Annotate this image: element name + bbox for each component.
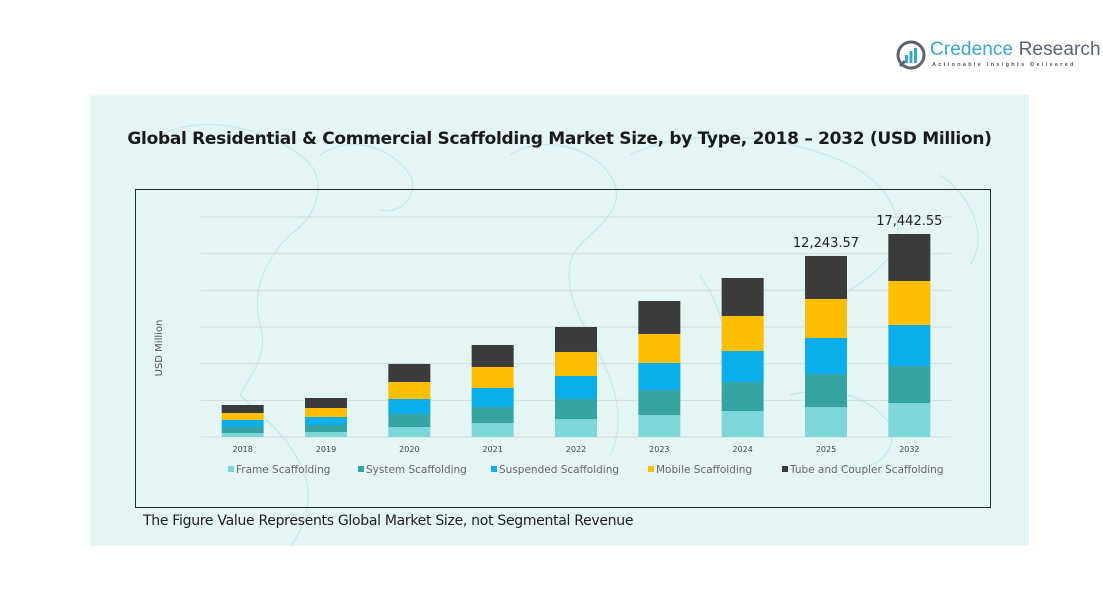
- bar-segment-frame-scaffolding-2021: [471, 422, 514, 437]
- brand-name-part2: Research: [1018, 39, 1101, 60]
- bar-segment-suspended-scaffolding-2024: [721, 350, 764, 382]
- chart-frame: 2018 2019 2020 2021 2022 2023 2024 2025 2032 12,…: [135, 189, 991, 508]
- legend-swatch: [648, 466, 654, 472]
- legend-item: System Scaffolding: [358, 464, 467, 476]
- bar-segment-suspended-scaffolding-2023: [638, 362, 681, 390]
- logo-chart-icon: [896, 40, 926, 70]
- footnote: The Figure Value Represents Global Marke…: [143, 513, 634, 529]
- bar-segment-suspended-scaffolding-2032: [888, 324, 931, 366]
- bar-segment-mobile-scaffolding-2020: [388, 381, 431, 399]
- bar-segment-frame-scaffolding-2022: [555, 418, 597, 437]
- x-tick-label: 2032: [899, 445, 919, 454]
- bar-segment-system-scaffolding-2025: [805, 373, 847, 407]
- bar-segment-suspended-scaffolding-2020: [388, 398, 431, 414]
- bar-segment-frame-scaffolding-2025: [805, 406, 847, 437]
- total-value-label: 17,442.55: [876, 214, 942, 229]
- chart-title: Global Residential & Commercial Scaffold…: [127, 129, 992, 149]
- bar-segment-mobile-scaffolding-2019: [305, 408, 347, 418]
- total-value-label: 12,243.57: [793, 236, 859, 251]
- legend-label: Tube and Coupler Scaffolding: [789, 464, 944, 476]
- x-tick-label: 2018: [232, 445, 252, 454]
- bar-segment-tube-and-coupler-scaffolding-2022: [555, 326, 597, 352]
- legend-item: Suspended Scaffolding: [491, 464, 619, 476]
- bar-segment-frame-scaffolding-2032: [888, 402, 931, 437]
- bar-segment-tube-and-coupler-scaffolding-2018: [221, 405, 264, 413]
- bar-segment-system-scaffolding-2024: [721, 381, 764, 411]
- chart-panel: Global Residential & Commercial Scaffold…: [90, 95, 1029, 546]
- legend-label: Mobile Scaffolding: [656, 464, 752, 476]
- brand-name-part1: Credence: [930, 39, 1014, 60]
- bar-segment-mobile-scaffolding-2024: [721, 315, 764, 351]
- x-tick-label: 2021: [482, 445, 502, 454]
- bar-segment-mobile-scaffolding-2021: [471, 366, 514, 388]
- bar-segment-system-scaffolding-2020: [388, 413, 431, 428]
- x-tick-label: 2019: [316, 445, 336, 454]
- bar-segment-frame-scaffolding-2018: [221, 432, 264, 437]
- bar-segment-tube-and-coupler-scaffolding-2032: [888, 233, 931, 281]
- bar-segment-mobile-scaffolding-2022: [555, 351, 597, 376]
- bar-segment-system-scaffolding-2021: [471, 406, 514, 423]
- bar-segment-tube-and-coupler-scaffolding-2023: [638, 300, 681, 334]
- legend-label: Suspended Scaffolding: [499, 464, 619, 476]
- bar-segment-system-scaffolding-2023: [638, 389, 681, 415]
- bar-segment-system-scaffolding-2022: [555, 398, 597, 419]
- legend-label: Frame Scaffolding: [236, 464, 330, 476]
- bar-segment-tube-and-coupler-scaffolding-2024: [721, 277, 764, 316]
- bar-segment-mobile-scaffolding-2018: [221, 412, 264, 420]
- bar-segment-mobile-scaffolding-2025: [805, 298, 847, 338]
- bar-segment-frame-scaffolding-2019: [305, 431, 347, 437]
- bar-segment-frame-scaffolding-2020: [388, 427, 431, 437]
- x-tick-label: 2022: [566, 445, 586, 454]
- bar-segment-system-scaffolding-2018: [221, 426, 264, 433]
- brand-logo: Credence Research Actionable Insights De…: [896, 38, 1101, 74]
- legend-swatch: [358, 466, 364, 472]
- legend-swatch: [228, 466, 234, 472]
- legend-swatch: [782, 466, 788, 472]
- bar-segment-suspended-scaffolding-2025: [805, 337, 847, 374]
- brand-tagline: Actionable Insights Delivered: [932, 62, 1076, 68]
- stacked-bar-chart: 2018 2019 2020 2021 2022 2023 2024 2025 2032 12,…: [154, 214, 951, 476]
- legend-item: Frame Scaffolding: [228, 464, 330, 476]
- bar-segment-suspended-scaffolding-2019: [305, 417, 347, 425]
- brand-name: Credence Research: [930, 39, 1101, 61]
- legend-swatch: [491, 466, 497, 472]
- bar-segment-tube-and-coupler-scaffolding-2019: [305, 398, 347, 409]
- x-tick-label: 2020: [399, 445, 419, 454]
- x-tick-label: 2025: [816, 445, 836, 454]
- bar-segment-tube-and-coupler-scaffolding-2020: [388, 363, 431, 382]
- bar-segment-suspended-scaffolding-2022: [555, 375, 597, 399]
- bar-segment-frame-scaffolding-2024: [721, 410, 764, 437]
- bar-segment-system-scaffolding-2019: [305, 424, 347, 432]
- bar-segment-tube-and-coupler-scaffolding-2021: [471, 344, 514, 367]
- bar-segment-frame-scaffolding-2023: [638, 415, 681, 437]
- bar-segment-mobile-scaffolding-2032: [888, 280, 931, 325]
- legend-item: Tube and Coupler Scaffolding: [782, 464, 944, 476]
- bar-segment-suspended-scaffolding-2021: [471, 387, 514, 407]
- bar-segment-tube-and-coupler-scaffolding-2025: [805, 255, 847, 299]
- bar-segment-suspended-scaffolding-2018: [221, 419, 264, 427]
- legend-item: Mobile Scaffolding: [648, 464, 752, 476]
- x-tick-label: 2023: [649, 445, 669, 454]
- x-tick-label: 2024: [732, 445, 752, 454]
- bar-segment-mobile-scaffolding-2023: [638, 333, 681, 363]
- y-axis-label: USD Million: [154, 320, 165, 377]
- legend-label: System Scaffolding: [366, 464, 467, 476]
- bar-segment-system-scaffolding-2032: [888, 365, 931, 403]
